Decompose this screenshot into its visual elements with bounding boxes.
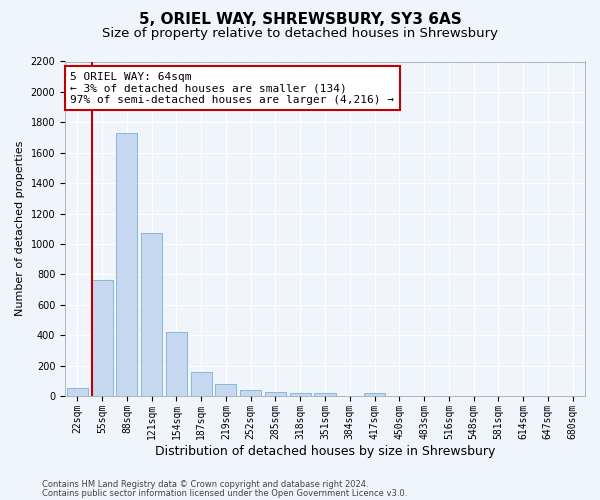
Text: 5 ORIEL WAY: 64sqm
← 3% of detached houses are smaller (134)
97% of semi-detache: 5 ORIEL WAY: 64sqm ← 3% of detached hous…	[70, 72, 394, 104]
Bar	[166, 332, 187, 396]
Text: 5, ORIEL WAY, SHREWSBURY, SY3 6AS: 5, ORIEL WAY, SHREWSBURY, SY3 6AS	[139, 12, 461, 28]
Bar	[191, 372, 212, 396]
Text: Contains HM Land Registry data © Crown copyright and database right 2024.: Contains HM Land Registry data © Crown c…	[42, 480, 368, 489]
Bar	[364, 393, 385, 396]
X-axis label: Distribution of detached houses by size in Shrewsbury: Distribution of detached houses by size …	[155, 444, 495, 458]
Bar	[141, 234, 162, 396]
Bar	[92, 280, 113, 396]
Bar	[314, 394, 335, 396]
Text: Size of property relative to detached houses in Shrewsbury: Size of property relative to detached ho…	[102, 28, 498, 40]
Bar	[240, 390, 261, 396]
Text: Contains public sector information licensed under the Open Government Licence v3: Contains public sector information licen…	[42, 489, 407, 498]
Bar	[67, 388, 88, 396]
Bar	[265, 392, 286, 396]
Bar	[116, 133, 137, 396]
Bar	[215, 384, 236, 396]
Y-axis label: Number of detached properties: Number of detached properties	[15, 141, 25, 316]
Bar	[290, 393, 311, 396]
